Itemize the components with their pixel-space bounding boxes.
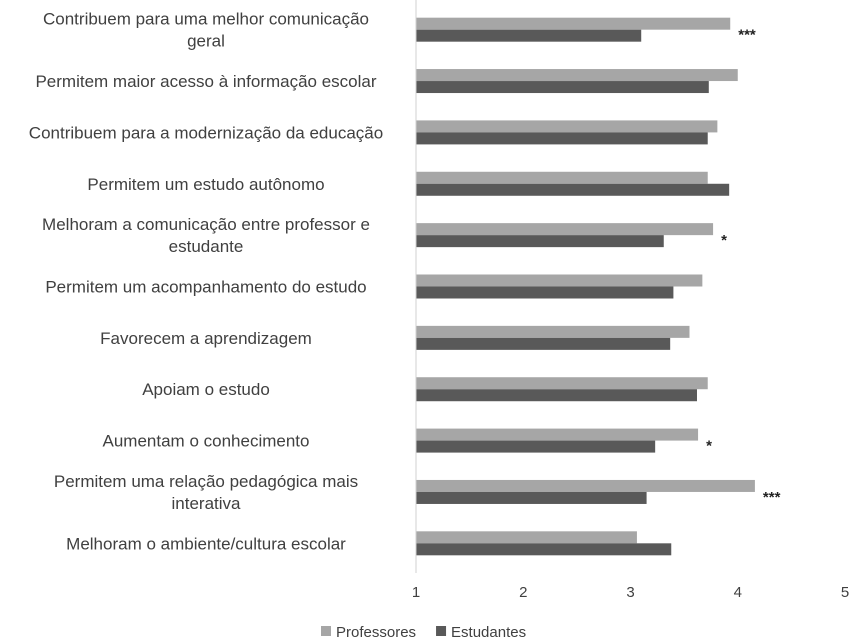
bar-professores-7: [416, 377, 708, 390]
legend-swatch-professores: [321, 626, 331, 636]
bar-estudantes-6: [416, 337, 671, 350]
category-label-4: Melhoram a comunicação entre professor e…: [42, 215, 370, 256]
significance-marker-9: ***: [763, 489, 781, 506]
legend: Professores Estudantes: [321, 624, 526, 641]
significance-marker-4: *: [721, 232, 727, 249]
bar-professores-0: [416, 17, 731, 30]
x-tick-labels: 1 2 3 4 5: [412, 584, 849, 601]
legend-swatch-estudantes: [436, 626, 447, 636]
bar-professores-3: [416, 171, 708, 184]
bar-estudantes-3: [416, 183, 730, 196]
bar-estudantes-0: [416, 29, 642, 42]
category-label-10: Melhoram o ambiente/cultura escolar: [66, 534, 346, 553]
significance-marker-0: ***: [738, 27, 756, 44]
bar-professores-10: [416, 531, 637, 544]
category-label-9: Permitem uma relação pedagógica mais inte…: [54, 472, 358, 513]
x-tick-label-5: 5: [841, 584, 849, 601]
x-tick-label-2: 2: [519, 584, 527, 601]
category-label-0: Contribuem para uma melhor comunicação ge…: [43, 10, 369, 51]
bar-estudantes-5: [416, 286, 674, 299]
bar-professores-4: [416, 223, 714, 236]
bar-estudantes-1: [416, 81, 709, 94]
bar-professores-9: [416, 479, 755, 492]
bar-estudantes-8: [416, 440, 656, 453]
x-tick-label-3: 3: [626, 584, 634, 601]
bar-professores-1: [416, 69, 738, 82]
bar-estudantes-4: [416, 235, 664, 248]
legend-label-estudantes: Estudantes: [451, 624, 526, 641]
bar-estudantes-7: [416, 389, 697, 402]
legend-label-professores: Professores: [336, 624, 416, 641]
bar-professores-6: [416, 325, 690, 338]
category-label-5: Permitem um acompanhamento do estudo: [45, 278, 366, 297]
bar-estudantes-2: [416, 132, 708, 145]
category-label-6: Favorecem a aprendizagem: [100, 329, 312, 348]
bar-professores-8: [416, 428, 699, 441]
bar-professores-5: [416, 274, 703, 287]
bar-estudantes-9: [416, 491, 647, 504]
bar-estudantes-10: [416, 543, 672, 556]
category-label-3: Permitem um estudo autônomo: [87, 175, 324, 194]
category-label-1: Permitem maior acesso à informação escol…: [35, 72, 376, 91]
category-label-8: Aumentam o conhecimento: [103, 432, 310, 451]
significance-markers: ********: [706, 27, 781, 506]
bars-group: [416, 17, 755, 556]
category-label-2: Contribuem para a modernização da educaç…: [29, 123, 383, 142]
category-label-7: Apoiam o estudo: [142, 380, 270, 399]
x-tick-label-4: 4: [734, 584, 742, 601]
significance-marker-8: *: [706, 438, 712, 455]
category-labels: Contribuem para uma melhor comunicação ge…: [29, 10, 383, 554]
x-tick-label-1: 1: [412, 584, 420, 601]
bar-professores-2: [416, 120, 718, 133]
